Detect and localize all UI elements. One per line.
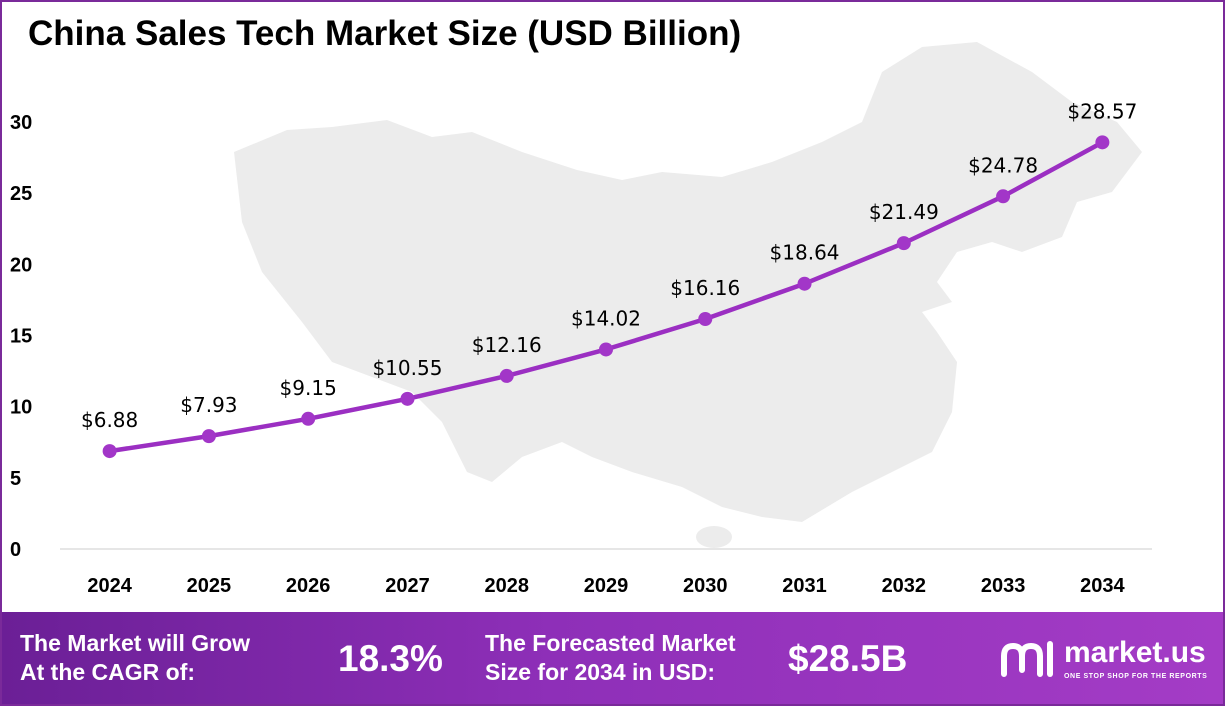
- forecast-label: The Forecasted Market Size for 2034 in U…: [485, 629, 736, 687]
- data-label: $16.16: [670, 276, 740, 300]
- data-label: $9.15: [280, 376, 337, 400]
- y-tick-label: 25: [10, 183, 32, 205]
- data-point: [102, 444, 117, 459]
- data-point: [599, 342, 613, 357]
- y-tick-label: 20: [10, 254, 32, 276]
- x-tick-label: 2034: [1080, 575, 1125, 597]
- x-tick-label: 2033: [981, 575, 1026, 597]
- cagr-label-line-2: At the CAGR of:: [20, 659, 196, 685]
- x-tick-label: 2032: [882, 575, 927, 597]
- data-label: $7.93: [180, 393, 237, 417]
- data-point: [201, 429, 216, 444]
- hainan-island-background: [696, 526, 732, 548]
- brand-name: market.us: [1064, 636, 1206, 669]
- x-tick-label: 2027: [385, 575, 430, 597]
- chart-title: China Sales Tech Market Size (USD Billio…: [28, 14, 742, 53]
- data-point: [1095, 135, 1110, 150]
- brand-tagline: ONE STOP SHOP FOR THE REPORTS: [1064, 673, 1208, 680]
- data-point: [996, 189, 1011, 204]
- x-tick-label: 2029: [584, 575, 629, 597]
- y-tick-label: 0: [10, 539, 21, 561]
- x-tick-label: 2031: [782, 575, 827, 597]
- data-label: $14.02: [571, 306, 641, 330]
- x-tick-label: 2028: [484, 575, 529, 597]
- brand-logo: market.us ONE STOP SHOP FOR THE REPORTS: [998, 632, 1218, 692]
- x-tick-label: 2030: [683, 575, 728, 597]
- x-tick-label: 2024: [87, 575, 132, 597]
- y-tick-label: 5: [10, 468, 21, 490]
- data-label: $10.55: [372, 356, 442, 380]
- data-point: [301, 411, 316, 426]
- data-label: $21.49: [869, 200, 939, 224]
- forecast-label-line-1: The Forecasted Market: [485, 630, 736, 656]
- y-tick-label: 10: [10, 397, 32, 419]
- forecast-label-line-2: Size for 2034 in USD:: [485, 659, 716, 685]
- x-tick-label: 2025: [187, 575, 232, 597]
- data-point: [896, 236, 911, 251]
- y-tick-label: 15: [10, 326, 32, 348]
- data-point: [698, 311, 713, 326]
- forecast-value: $28.5B: [788, 638, 908, 679]
- china-map-background: [234, 42, 1142, 522]
- market-us-logo-icon: [1001, 641, 1053, 677]
- y-tick-label: 30: [10, 112, 32, 134]
- data-label: $24.78: [968, 153, 1038, 177]
- cagr-value: 18.3%: [338, 638, 443, 679]
- data-point: [400, 391, 415, 406]
- x-tick-label: 2026: [286, 575, 331, 597]
- data-label: $28.57: [1067, 99, 1137, 123]
- data-label: $18.64: [770, 241, 840, 265]
- data-label: $12.16: [472, 333, 542, 357]
- cagr-label-line-1: The Market will Grow: [20, 630, 251, 656]
- data-label: $6.88: [81, 408, 138, 432]
- cagr-label: The Market will Grow At the CAGR of:: [20, 629, 250, 687]
- data-point: [797, 276, 812, 291]
- data-point: [499, 368, 514, 383]
- footer-banner: The Market will Grow At the CAGR of: 18.…: [2, 612, 1223, 704]
